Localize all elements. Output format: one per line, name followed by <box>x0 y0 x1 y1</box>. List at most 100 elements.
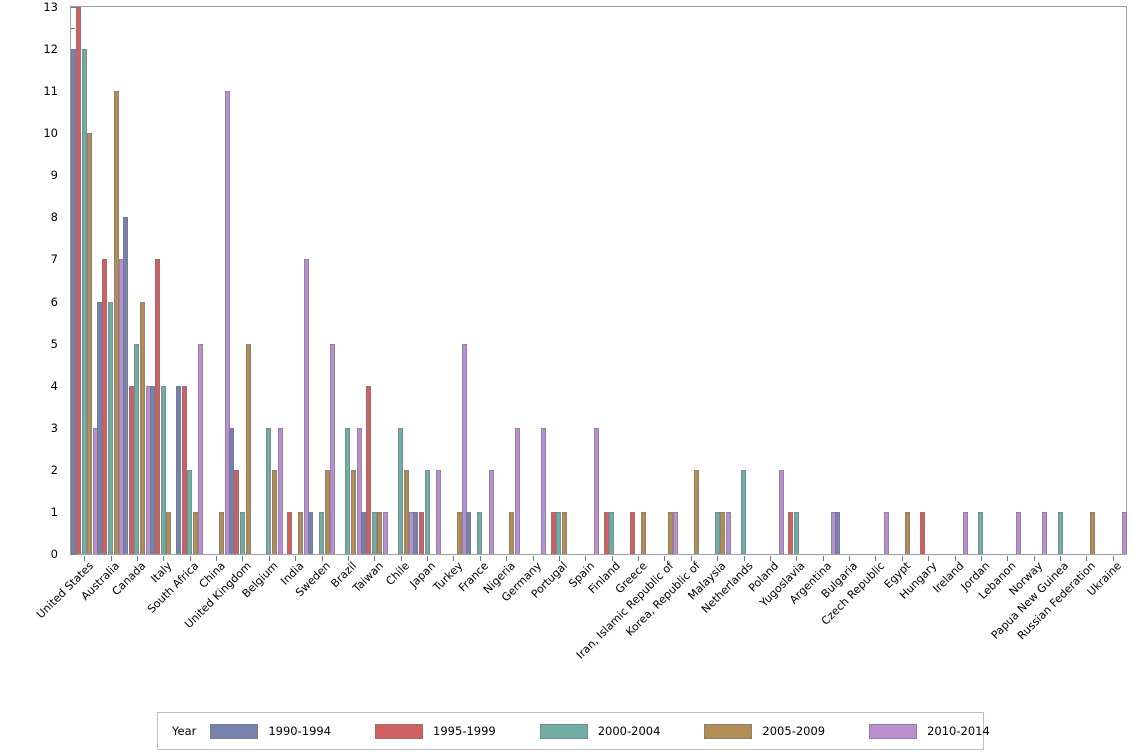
x-axis-tick <box>717 556 719 561</box>
x-axis-tick <box>453 556 455 561</box>
plot-inner: 0 1 2 3 4 5 6 7 8 9 10 11 12 13 <box>43 0 1127 561</box>
bar <box>488 469 494 554</box>
legend-item[interactable]: 2010-2014 <box>869 723 1024 739</box>
bar <box>884 511 890 554</box>
x-axis-tick <box>954 556 956 561</box>
bar <box>383 511 388 554</box>
y-axis-tick-label: 7 <box>50 252 58 267</box>
legend-swatch <box>869 723 918 739</box>
bar <box>1016 511 1021 554</box>
bar <box>149 385 155 554</box>
bar <box>418 511 424 554</box>
bar <box>330 343 336 554</box>
bar <box>245 343 251 554</box>
legend-swatch <box>539 723 588 739</box>
x-axis-tick <box>585 556 587 561</box>
x-axis-tick <box>928 556 930 561</box>
x-axis-tick <box>558 556 560 561</box>
x-axis-tick <box>822 556 824 561</box>
legend-item[interactable]: 1990-1994 <box>210 723 365 739</box>
y-axis-tick-label: 8 <box>50 210 58 225</box>
bar <box>594 427 599 554</box>
legend-label: 1990-1994 <box>268 724 332 738</box>
x-axis-tick <box>479 556 481 561</box>
y-axis-minor-tick <box>71 28 75 30</box>
bar <box>1057 511 1063 554</box>
x-axis-tick <box>532 556 534 561</box>
legend-label: 2010-2014 <box>927 724 990 738</box>
bar <box>835 511 841 554</box>
y-axis-tick-label: 3 <box>50 420 58 435</box>
x-axis-tick <box>268 556 270 561</box>
bar <box>603 511 609 554</box>
y-axis-tick-label: 0 <box>50 547 58 561</box>
legend-swatch <box>210 723 259 739</box>
bar <box>271 469 277 554</box>
y-axis-tick-label: 9 <box>50 168 58 183</box>
bar <box>140 301 146 554</box>
bar <box>720 511 726 554</box>
y-axis-tick-label: 5 <box>50 336 58 351</box>
bar <box>228 427 234 554</box>
x-axis-tick <box>611 556 613 561</box>
bar <box>435 469 441 554</box>
bar <box>70 49 76 554</box>
bar <box>514 427 520 554</box>
legend-item[interactable]: 1995-1999 <box>375 723 530 739</box>
x-axis-tick <box>901 556 903 561</box>
bar <box>562 511 568 554</box>
x-axis-tick <box>796 556 798 561</box>
bar <box>403 469 409 554</box>
x-axis-tick <box>1007 556 1009 561</box>
x-axis-tick <box>875 556 877 561</box>
bar <box>550 511 556 554</box>
x-axis-tick <box>189 556 191 561</box>
x-axis-tick <box>163 556 165 561</box>
bar <box>166 511 172 554</box>
legend-item[interactable]: 2000-2004 <box>539 723 695 739</box>
legend-swatch <box>704 723 753 739</box>
bar <box>904 511 910 554</box>
bar <box>366 385 372 554</box>
bar <box>667 511 673 554</box>
bar <box>356 427 362 554</box>
bar <box>76 7 82 554</box>
bar <box>324 469 330 554</box>
legend-swatch <box>375 723 424 739</box>
bar <box>351 469 357 554</box>
bar <box>192 511 198 554</box>
bar <box>714 511 720 554</box>
legend-item[interactable]: 2005-2009 <box>704 723 859 739</box>
bar <box>641 511 647 554</box>
bar <box>693 469 699 554</box>
y-axis-tick-label: 2 <box>50 462 58 477</box>
bar <box>319 511 325 554</box>
bar <box>360 511 366 554</box>
bar <box>123 217 129 554</box>
legend-label: 2000-2004 <box>597 724 661 738</box>
bar <box>102 259 108 554</box>
bar <box>239 511 245 554</box>
bar <box>725 511 731 554</box>
bar <box>920 511 926 554</box>
x-axis-tick <box>295 556 297 561</box>
x-axis-tick <box>506 556 508 561</box>
bar <box>1089 511 1095 554</box>
bar <box>87 133 93 554</box>
bar <box>963 511 969 554</box>
bar <box>377 511 383 554</box>
x-axis-tick <box>664 556 666 561</box>
bar <box>456 511 462 554</box>
bar <box>113 91 119 554</box>
bar <box>778 469 784 554</box>
x-axis-tick <box>374 556 376 561</box>
bar <box>303 259 309 554</box>
bar <box>181 385 187 554</box>
bar <box>219 511 225 554</box>
x-axis-tick <box>347 556 349 561</box>
bar <box>345 427 351 554</box>
legend-label: 1995-1999 <box>433 724 496 738</box>
bar <box>224 91 230 554</box>
x-axis-tick <box>84 556 86 561</box>
y-axis-tick-label: 10 <box>43 126 58 141</box>
